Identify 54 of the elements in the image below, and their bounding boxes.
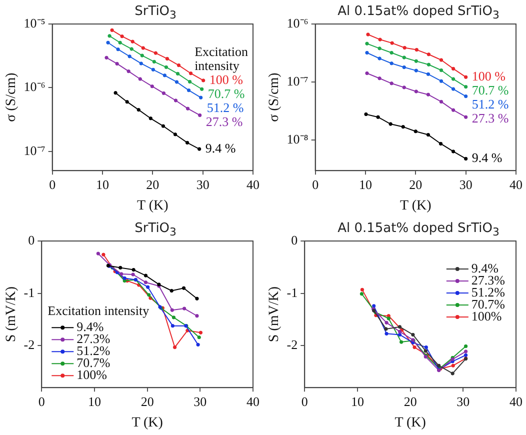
y-axis-title: S (mV/K) — [4, 286, 20, 342]
y-tick-label: -2 — [286, 337, 298, 352]
chart-title: Al 0.15at% doped SrTiO$_{3}$ — [336, 221, 500, 239]
y-tick-label: -1 — [286, 284, 298, 300]
x-axis-title: T (K) — [132, 415, 164, 430]
y-axis-title: σ (S/cm) — [267, 72, 282, 122]
series-label: 27.3 % — [472, 110, 509, 126]
x-tick-label: 40 — [510, 176, 522, 192]
chart-title: Al 0.15at% doped SrTiO$_{3}$ — [336, 4, 500, 22]
chart-title: SrTiO$_{3}$ — [134, 4, 178, 22]
y-tick-label: 10⁻⁶ — [286, 15, 308, 30]
x-tick-label: 40 — [510, 394, 522, 409]
series-label: 51.2 % — [472, 96, 509, 112]
legend-title: Excitation intensity — [48, 303, 150, 318]
x-tick-label: 10 — [88, 394, 101, 409]
x-axis-title: T (K) — [400, 198, 432, 214]
series-label: 9.4 % — [205, 140, 236, 156]
x-tick-label: 40 — [246, 394, 260, 409]
y-tick-label: -2 — [24, 337, 35, 352]
x-tick-label: 30 — [196, 176, 210, 192]
x-tick-label: 30 — [456, 394, 470, 409]
series-label: 70.7 % — [208, 86, 245, 101]
y-tick-label: -1 — [24, 284, 35, 300]
y-tick-label: 10⁻⁷ — [24, 142, 46, 158]
y-tick-label: 0 — [28, 232, 35, 248]
x-tick-label: 0 — [49, 176, 56, 192]
x-tick-label: 20 — [146, 176, 160, 192]
y-tick-label: 10⁻⁶ — [24, 79, 46, 94]
series-label: 27.3 % — [206, 114, 243, 129]
x-tick-label: 10 — [359, 176, 372, 192]
x-tick-label: 20 — [409, 176, 422, 192]
x-tick-label: 40 — [246, 176, 260, 192]
series-label: 9.4 % — [472, 150, 502, 166]
y-tick-label: 10⁻⁸ — [286, 132, 309, 147]
x-tick-label: 0 — [312, 176, 319, 192]
series-label: 51.2 % — [206, 100, 244, 115]
y-axis-title: σ (S/cm) — [4, 72, 20, 122]
y-tick-label: 10⁻⁷ — [286, 74, 308, 89]
x-tick-label: 20 — [140, 394, 154, 409]
series-label: 100 % — [472, 68, 506, 84]
y-tick-label: 10⁻⁵ — [24, 15, 46, 30]
chart-title: SrTiO$_{3}$ — [134, 221, 178, 239]
x-tick-label: 10 — [350, 394, 364, 409]
x-axis-title: T (K) — [394, 415, 426, 430]
legend-title: Excitation intensity — [194, 44, 248, 73]
x-tick-label: 30 — [459, 176, 472, 192]
x-tick-label: 30 — [194, 394, 207, 409]
x-tick-label: 10 — [96, 176, 109, 192]
x-tick-label: 20 — [404, 394, 417, 409]
series-label: 70.7 % — [472, 82, 509, 98]
series-label: 100 % — [209, 72, 244, 87]
y-axis-title: S (mV/K) — [267, 286, 282, 342]
x-axis-title: T (K) — [137, 198, 169, 214]
y-tick-label: 0 — [291, 232, 298, 248]
